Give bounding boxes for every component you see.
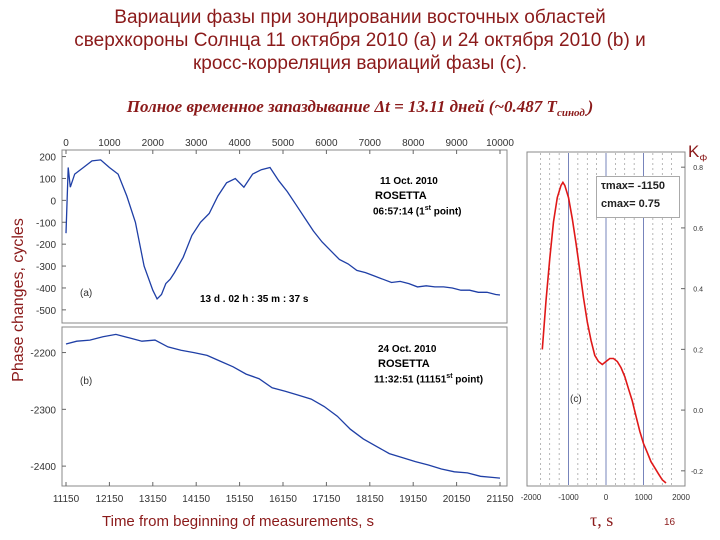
panel-a-y-tick-label: -500 (36, 306, 56, 317)
panel-c-y-tick-label: 0.4 (693, 287, 703, 294)
panel-a-top-tick-label: 5000 (272, 138, 295, 149)
panel-c-x-tick-label: 0 (604, 493, 609, 502)
panel-b-tag: (b) (80, 376, 93, 387)
panel-b-series-line (65, 333, 501, 479)
panel-a-y-tick-label: 100 (39, 174, 56, 185)
panel-c-tag: (c) (570, 394, 582, 405)
panel-a-top-tick-label: 9000 (445, 138, 468, 149)
panel-b-bottom-tick-label: 16150 (269, 494, 297, 505)
x-axis-label: Time from beginning of measurements, s (102, 513, 375, 530)
panel-b-time-sup: st (446, 373, 453, 380)
panel-c-y-tick-label: 0.2 (693, 347, 703, 354)
panel-a-top-tick-label: 3000 (185, 138, 208, 149)
slide-title: Вариации фазы при зондировании восточных… (0, 6, 720, 75)
panel-c-y-tick-label: 0.8 (693, 165, 703, 172)
subtitle-end: ) (587, 97, 594, 116)
panel-b-time: 11:32:51 (11151st point) (374, 373, 483, 385)
panel-a-y-tick-label: -300 (36, 262, 56, 273)
panel-b-bottom-tick-label: 15150 (226, 494, 254, 505)
panel-a-y-tick-label: 0 (50, 196, 56, 207)
panel-b-bottom-tick-label: 11150 (53, 494, 80, 505)
panel-b-bottom-tick-label: 20150 (443, 494, 471, 505)
panel-c-x-tick-label: 1000 (635, 493, 653, 502)
panel-b-y-tick-label: -2200 (30, 349, 56, 360)
kphi-letter: K (688, 142, 700, 161)
panel-a-duration: 13 d . 02 h : 35 m : 37 s (200, 294, 309, 305)
title-line-2: сверхкороны Солнца 11 октября 2010 (a) и… (74, 30, 646, 51)
panel-b-bottom-tick-label: 19150 (399, 494, 427, 505)
panel-b-bottom-tick-label: 21150 (486, 494, 514, 505)
tau-max-label: τmax= (601, 180, 635, 192)
series-layer (65, 159, 667, 484)
kphi-subscript: Φ (699, 153, 708, 165)
page-number: 16 (664, 517, 676, 528)
panel-a-top-tick-label: 0 (63, 138, 69, 149)
panel-b-mission: ROSETTA (378, 358, 430, 370)
slide-subtitle: Полное временное запаздывание Δt = 13.11… (0, 97, 720, 119)
tick-layer: 0 1000 2000 3000 4000 5000 6000 7000 8000 9000 100… (30, 138, 703, 505)
panel-a-y-tick-label: -100 (36, 218, 56, 229)
panel-a-time: 06:57:14 (1st point) (373, 205, 461, 217)
panel-a-mission: ROSETTA (375, 190, 427, 202)
panel-a-top-tick-label: 4000 (228, 138, 251, 149)
panel-b-time-prefix: 11:32:51 (11151 (374, 374, 447, 386)
panel-a-y-tick-label: 200 (39, 153, 56, 164)
panel-a-y-tick-label: -200 (36, 240, 56, 251)
panel-c-x-tick-label: 2000 (672, 493, 690, 502)
subtitle-subscript: синод. (556, 107, 588, 119)
panel-c-y-tick-label: 0.0 (693, 408, 703, 415)
panel-a-top-tick-label: 1000 (98, 138, 121, 149)
panel-b-time-suffix: point) (452, 374, 484, 386)
panel-a-y-tick-label: -400 (36, 284, 56, 295)
subtitle-main: Полное временное запаздывание Δt = 13.11… (126, 97, 557, 116)
panel-c-x-tick-label: -1000 (558, 493, 579, 502)
c-max-row: cmax= 0.75 (601, 198, 660, 210)
c-max-label: cmax= (601, 198, 636, 210)
panel-a-time-prefix: 06:57:14 (1 (373, 206, 425, 218)
panel-b-bottom-tick-label: 17150 (312, 494, 340, 505)
panel-a-top-tick-label: 6000 (315, 138, 338, 149)
panel-a-date: 11 Oct. 2010 (380, 176, 438, 187)
tau-max-row: τmax= -1150 (601, 180, 665, 192)
panel-b-frame (61, 326, 508, 487)
panel-a-top-tick-label: 10000 (486, 138, 514, 149)
panel-a-time-suffix: point) (430, 206, 462, 218)
panel-a-time-sup: st (424, 205, 431, 212)
tau-max-box: τmax= -1150 cmax= 0.75 (596, 176, 680, 218)
panel-b-bottom-tick-label: 13150 (139, 494, 167, 505)
panel-c-y-tick-label: -0.2 (691, 469, 703, 476)
panel-a-series-line (65, 159, 501, 301)
panel-b-y-tick-label: -2400 (30, 462, 56, 473)
panel-a-tag: (a) (80, 288, 93, 299)
panel-b-date: 24 Oct. 2010 (378, 344, 437, 355)
tau-axis-label: τ, s (590, 510, 614, 530)
title-line-3: кросс-корреляция вариаций фазы (c). (192, 53, 528, 74)
panel-c-x-tick-label: -2000 (521, 493, 542, 502)
panel-b-bottom-tick-label: 14150 (182, 494, 210, 505)
panel-a-frame (61, 149, 508, 324)
kphi-label: KΦ (688, 142, 707, 164)
tau-max-value: -1150 (637, 180, 665, 192)
title-line-1: Вариации фазы при зондировании восточных… (114, 7, 606, 28)
panel-a-top-tick-label: 8000 (402, 138, 425, 149)
panel-a-top-tick-label: 2000 (142, 138, 165, 149)
panel-b-bottom-tick-label: 12150 (95, 494, 123, 505)
panel-c-y-tick-label: 0.6 (693, 226, 703, 233)
panel-b-bottom-tick-label: 18150 (356, 494, 384, 505)
panel-a-top-tick-label: 7000 (359, 138, 382, 149)
panel-c-series-line (541, 180, 667, 484)
panel-b-y-tick-label: -2300 (30, 405, 56, 416)
c-max-value: 0.75 (638, 198, 661, 210)
